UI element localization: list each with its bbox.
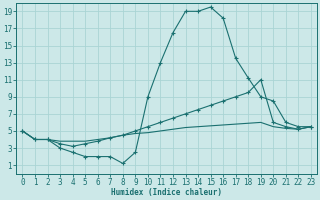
X-axis label: Humidex (Indice chaleur): Humidex (Indice chaleur) xyxy=(111,188,222,197)
